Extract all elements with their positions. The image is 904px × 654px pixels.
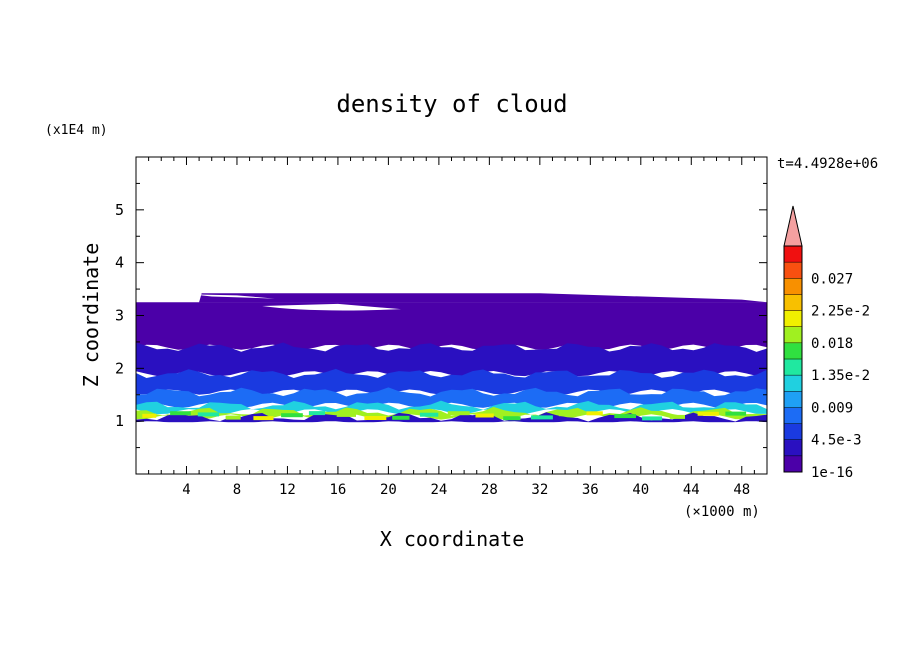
colorbar-swatch (784, 375, 802, 392)
colorbar-label: 0.027 (811, 271, 853, 287)
x-tick-label: 4 (182, 482, 190, 498)
core-streak (281, 413, 303, 418)
x-tick-label: 28 (481, 482, 498, 498)
colorbar-swatch (784, 326, 802, 344)
core-streak (725, 411, 747, 416)
core-streak (669, 414, 685, 419)
timestamp-label: t=4.4928e+06 (777, 156, 878, 172)
core-streak (447, 411, 470, 416)
cloud-gap (262, 303, 402, 311)
colorbar-label: 0.018 (811, 336, 853, 352)
core-streak (614, 414, 636, 419)
gap-above-cloud (136, 157, 767, 302)
cloud-gap (192, 294, 275, 299)
colorbar-swatch (784, 439, 802, 457)
core-streak (197, 412, 220, 417)
core-streak (419, 412, 439, 417)
field-gaps (136, 157, 767, 474)
y-tick-label: 5 (115, 201, 124, 219)
colorbar-swatch (784, 262, 802, 279)
core-streak (642, 416, 663, 421)
y-tick-label: 1 (115, 412, 124, 430)
x-tick-label: 8 (233, 482, 241, 498)
colorbar-swatch (784, 342, 802, 360)
x-tick-label: 40 (632, 482, 649, 498)
core-streak (503, 416, 521, 421)
colorbar-swatch (784, 423, 802, 441)
colorbar-swatch (784, 391, 802, 408)
colorbar-swatch (784, 278, 802, 295)
colorbar-label: 0.009 (811, 400, 853, 416)
y-tick-label: 3 (115, 307, 124, 325)
colorbar-swatch (784, 455, 802, 473)
density-field (136, 293, 767, 424)
core-streak (170, 411, 191, 416)
colorbar-swatch (784, 359, 802, 376)
x-tick-label: 16 (329, 482, 346, 498)
chart-title: density of cloud (336, 90, 567, 118)
core-streak (475, 413, 494, 418)
density-layer-top (136, 302, 767, 350)
x-axis: 4 8 12 16 20 24 28 32 36 40 44 48 (148, 157, 755, 498)
core-streak (253, 416, 274, 421)
core-streak (225, 415, 241, 420)
colorbar-label: 2.25e-2 (811, 304, 870, 320)
x-unit-label: (×1000 m) (684, 504, 760, 520)
y-tick-label: 2 (115, 359, 124, 377)
core-streak (531, 415, 553, 420)
x-tick-label: 44 (683, 482, 700, 498)
colorbar-overflow-arrow (783, 205, 803, 247)
colorbar-label: 1.35e-2 (811, 368, 870, 384)
x-tick-label: 48 (733, 482, 750, 498)
colorbar-swatch (784, 407, 802, 424)
colorbar-label: 4.5e-3 (811, 433, 862, 449)
x-tick-label: 12 (279, 482, 296, 498)
colorbar-label: 1e-16 (811, 465, 853, 481)
gap-below-cloud (136, 422, 767, 474)
core-streak (558, 412, 578, 417)
colorbar: 1e-16 4.5e-3 0.009 1.35e-2 0.018 2.25e-2 0.027 (783, 205, 870, 481)
density-layer-upper-mid (136, 342, 767, 377)
x-tick-label: 24 (430, 482, 447, 498)
density-layer-mid (136, 368, 767, 395)
core-streak (586, 411, 603, 416)
y-axis-label: Z coordinate (79, 243, 103, 388)
core-streak (697, 411, 719, 416)
core-streak (336, 412, 356, 417)
core-streak (392, 415, 410, 420)
cloud-cap-top (199, 293, 767, 303)
density-layer-bottom (136, 412, 767, 424)
y-tick-label: 4 (115, 254, 124, 272)
y-axis: 1 2 3 4 5 (115, 182, 767, 449)
x-tick-label: 36 (582, 482, 599, 498)
colorbar-swatch (784, 310, 802, 328)
colorbar-swatch (784, 246, 802, 263)
colorbar-swatch (784, 294, 802, 311)
x-tick-label: 32 (531, 482, 548, 498)
x-axis-label: X coordinate (380, 527, 525, 551)
x-tick-label: 20 (380, 482, 397, 498)
core-streak (364, 416, 387, 420)
y-unit-label: (x1E4 m) (45, 123, 108, 138)
core-streak (142, 413, 157, 418)
core-streak (308, 411, 326, 416)
